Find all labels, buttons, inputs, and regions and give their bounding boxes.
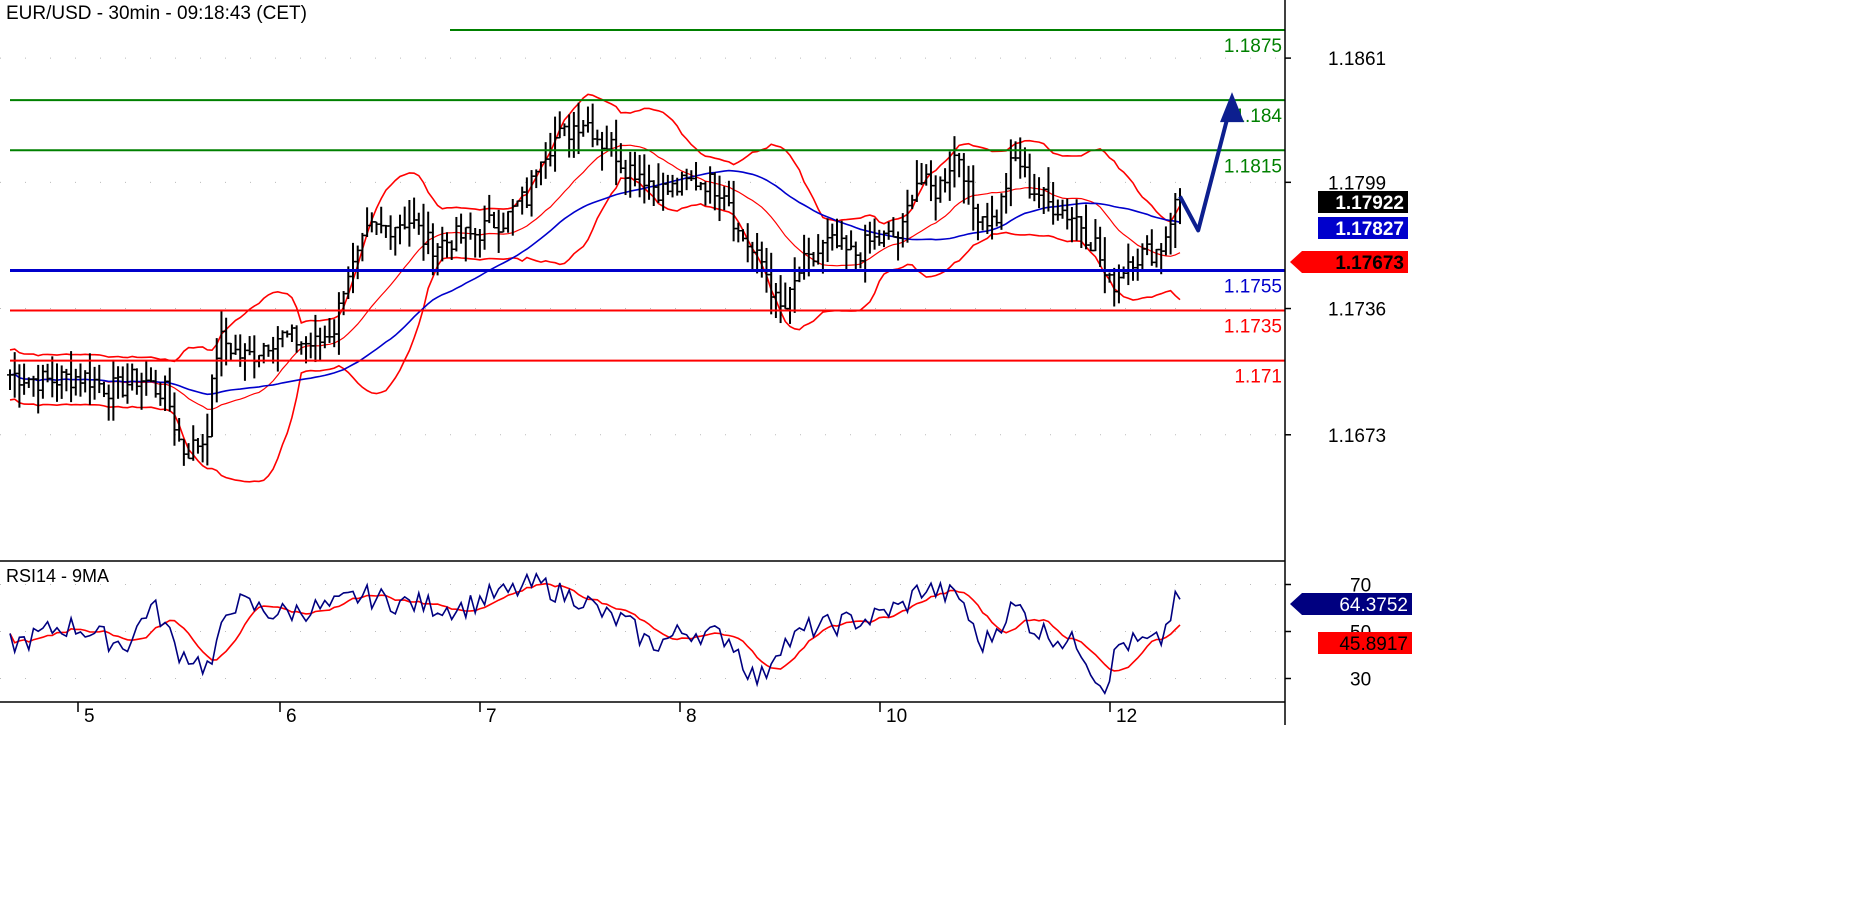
- forecast-arrow: [1178, 92, 1244, 233]
- level-label: 1.1755: [1224, 276, 1282, 297]
- price-tag-label: 1.17922: [1335, 193, 1404, 214]
- level-label: 1.1735: [1224, 317, 1282, 338]
- price-tag-box: [1290, 251, 1408, 273]
- price-tag-label: 1.17673: [1335, 253, 1404, 274]
- time-axis-tick-label: 6: [286, 706, 297, 727]
- price-tags: 1.17922 1.17827 1.17673 64.3752 45.8917: [1290, 191, 1412, 655]
- time-axis-tick-label: 10: [886, 706, 907, 727]
- price-axis-tick-label: 1.1799: [1328, 173, 1386, 194]
- moving-average-line: [9, 169, 1181, 396]
- bollinger-upper-band: [9, 93, 1181, 363]
- rsi-panel-label: RSI14 - 9MA: [6, 566, 109, 586]
- bollinger-bands: [9, 93, 1181, 483]
- level-label: 1.1875: [1224, 36, 1282, 57]
- price-panel: 1.1875 1.184 1.1815 1.1755 1.1735 1.171 EUR/U…: [0, 3, 1285, 483]
- time-axis-tick-label: 7: [486, 706, 497, 727]
- time-axis-tick-label: 8: [686, 706, 697, 727]
- price-axis-tick-label: 1.1673: [1328, 426, 1386, 447]
- rsi-ma-line: [9, 582, 1181, 672]
- price-bars: [7, 102, 1183, 466]
- forecast-arrow-line: [1178, 99, 1234, 233]
- level-label: 1.171: [1234, 367, 1282, 388]
- price-tag-box: [1318, 217, 1408, 239]
- rsi-line: [9, 571, 1181, 696]
- rsi-tag-box: [1318, 632, 1412, 654]
- forecast-arrow-head: [1220, 92, 1244, 123]
- level-label: 1.184: [1234, 106, 1282, 127]
- price-axis-tick-label: 1.1861: [1328, 49, 1386, 70]
- price-tag: 1.17827: [1318, 217, 1408, 240]
- chart-title: EUR/USD - 30min - 09:18:43 (CET): [6, 3, 307, 24]
- rsi-tag: 45.8917: [1318, 632, 1412, 655]
- rsi-axis-tick-label: 70: [1350, 576, 1371, 597]
- time-axis-ticks: 5 6 7 8 10 12: [77, 702, 1137, 727]
- support-resistance-levels: 1.1875 1.184 1.1815 1.1755 1.1735 1.171: [10, 29, 1285, 388]
- price-axis-tick-label: 1.1736: [1328, 300, 1386, 321]
- price-tag: 1.17922: [1318, 191, 1408, 214]
- rsi-axis-tick-label: 30: [1350, 670, 1371, 691]
- time-axis-tick-label: 5: [84, 706, 95, 727]
- rsi-panel: RSI14 - 9MA: [0, 560, 1285, 696]
- price-tag-label: 1.17827: [1335, 219, 1404, 240]
- rsi-tag-label: 45.8917: [1339, 634, 1408, 655]
- rsi-tag: 64.3752: [1290, 593, 1412, 616]
- rsi-tag-box: [1290, 593, 1412, 615]
- price-tag-box: [1318, 191, 1408, 213]
- level-label: 1.1815: [1224, 156, 1282, 177]
- bollinger-middle-line: [9, 144, 1181, 410]
- price-tag: 1.17673: [1290, 251, 1408, 274]
- bollinger-lower-band: [9, 176, 1181, 483]
- rsi-lines: [9, 571, 1181, 696]
- rsi-tag-label: 64.3752: [1339, 595, 1408, 616]
- time-axis-tick-label: 12: [1116, 706, 1137, 727]
- moving-average: [9, 169, 1181, 396]
